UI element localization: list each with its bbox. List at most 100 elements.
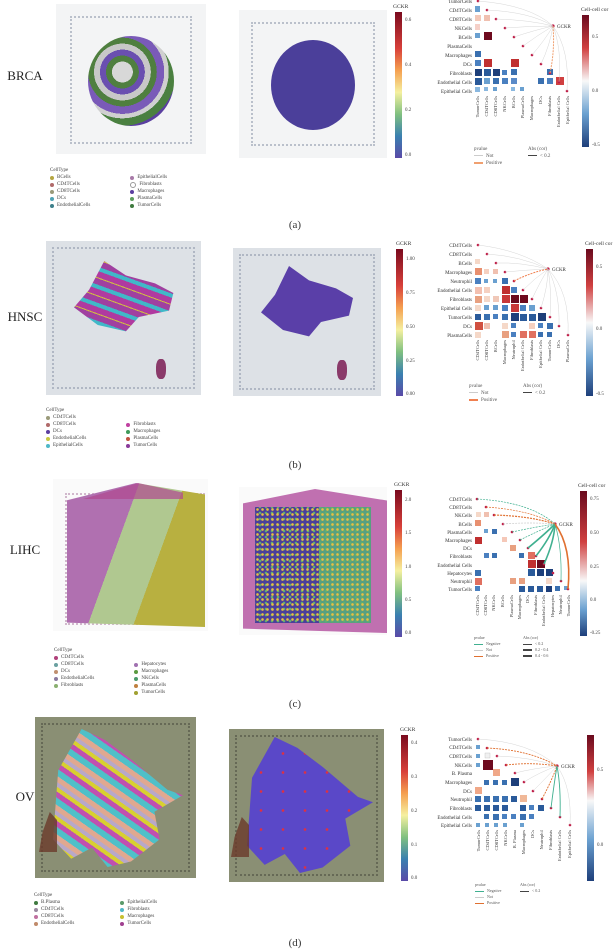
legend-item: CD4TCells — [50, 181, 90, 188]
spot-grid-frame — [70, 16, 192, 144]
legend-item: EndothelialCells — [34, 920, 74, 927]
legend-item: 0.2 - 0.4 — [523, 647, 548, 653]
legend-dot-icon — [54, 683, 58, 688]
pvalue-legend: pvalue Negative Not Positive — [474, 635, 501, 659]
svg-text:Fibroblasts: Fibroblasts — [529, 340, 534, 360]
legend-item: Negative — [474, 641, 500, 647]
svg-text:Epithelial Cells: Epithelial Cells — [441, 824, 472, 829]
legend-item: Positive — [469, 398, 497, 405]
svg-text:PlasmaCells: PlasmaCells — [565, 340, 570, 362]
spot-grid-frame — [239, 254, 375, 390]
svg-text:Hepatocytes: Hepatocytes — [550, 595, 555, 617]
legend-item: TumorCells — [126, 442, 160, 449]
svg-text:CD4TCells: CD4TCells — [475, 595, 480, 616]
colorbar-tick: 0.6 — [405, 18, 412, 23]
panel-caption: (b) — [288, 459, 302, 471]
panel-caption: (c) — [288, 698, 302, 710]
svg-text:DCs: DCs — [538, 96, 543, 104]
svg-text:B. Plasma: B. Plasma — [452, 772, 473, 777]
abs-cor-legend: Abs (cor) < 0.2 0.2 - 0.4 0.4 - 0.6 — [523, 635, 549, 658]
legend-item: Positive — [474, 653, 500, 659]
panel-d: OV CellType B.Plasma CD4TCells CD8TCells… — [0, 705, 613, 949]
legend-item: TumorCells — [134, 689, 168, 696]
legend-col-1: CD4TCells CD8TCells DCs EndothelialCells… — [46, 414, 86, 449]
tissue-capsule — [83, 483, 183, 499]
colorbar-tick: 0.50 — [406, 325, 415, 330]
legend-item: Not — [475, 894, 501, 900]
legend-dot-icon — [120, 900, 125, 905]
legend-item: Positive — [475, 900, 501, 906]
colorbar-tick: 0.5 — [405, 598, 412, 603]
colorbar-title: Cell-cell cor — [585, 241, 613, 247]
colorbar-tick: 0.75 — [590, 497, 599, 502]
colorbar-tick: 0.2 — [411, 809, 418, 814]
spot-grid-frame — [251, 22, 375, 146]
legend-dot-icon — [46, 415, 50, 420]
svg-text:Macrophages: Macrophages — [445, 271, 472, 276]
panel-caption: (d) — [288, 937, 302, 949]
svg-text:TumorCells: TumorCells — [547, 340, 552, 362]
legend-dot-icon — [126, 436, 131, 441]
legend-item: < 0.2 — [528, 154, 550, 161]
legend-item: Fibroblasts — [54, 682, 94, 689]
svg-text:CD4TCells: CD4TCells — [449, 9, 472, 14]
cancer-label: HNSC — [7, 309, 43, 324]
svg-text:TumorCells: TumorCells — [448, 738, 472, 743]
svg-text:CD8TCells: CD8TCells — [484, 340, 489, 361]
svg-text:Endothelial Cells: Endothelial Cells — [437, 816, 472, 821]
legend-dot-icon — [46, 429, 50, 434]
legend-dot-icon — [126, 422, 131, 427]
legend-dot-icon — [50, 182, 54, 187]
colorbar-tick: 0.25 — [406, 359, 415, 364]
legend-item: Fibroblasts — [130, 181, 167, 188]
svg-text:BCells: BCells — [458, 262, 472, 267]
colorbar-tick: 0.0 — [405, 631, 412, 636]
legend-col-2: Fibroblasts Macrophages PlasmaCells Tumo… — [126, 414, 160, 449]
legend-item: BCells — [50, 174, 90, 181]
svg-text:Endothelial Cells: Endothelial Cells — [437, 289, 472, 294]
colorbar-tick: 0.4 — [405, 63, 412, 68]
panel-c: LIHC CellType CD4TCells CD8TCells DCs En… — [0, 465, 613, 710]
legend-item: EndothelialCells — [50, 202, 90, 209]
panel-b: HNSC CellType CD4TCells CD8TCells DCs En… — [0, 232, 613, 471]
expression-colorbar — [401, 735, 408, 881]
pvalue-legend: pvalue Negative Not Positive — [475, 882, 502, 906]
spot-grid-frame — [235, 735, 378, 876]
svg-text:CD4TCells: CD4TCells — [485, 830, 490, 851]
svg-text:DCs: DCs — [556, 340, 561, 348]
legend-item: TumorCells — [120, 920, 157, 927]
correlation-colorbar — [587, 735, 594, 881]
svg-text:CD8TCells: CD8TCells — [483, 595, 488, 616]
legend-item: < 0.2 — [523, 641, 548, 647]
abs-cor-legend: Abs (cor) < 0.2 — [520, 882, 541, 893]
svg-text:NKCells: NKCells — [455, 764, 473, 769]
svg-text:DCs: DCs — [463, 547, 472, 552]
cancer-label: LIHC — [9, 542, 41, 557]
colorbar-tick: 0.0 — [590, 598, 597, 603]
spot-grid-frame — [41, 723, 190, 872]
colorbar-tick: -0.5 — [592, 143, 600, 148]
spot-grid-frame — [52, 247, 195, 389]
svg-text:Epithelial Cells: Epithelial Cells — [567, 830, 572, 858]
svg-text:CD4TCells: CD4TCells — [449, 498, 472, 503]
svg-text:DCs: DCs — [463, 790, 472, 795]
colorbar-tick: 0.2 — [405, 108, 412, 113]
legend-item: CD8TCells — [54, 661, 94, 668]
svg-text:Neutrophil: Neutrophil — [450, 580, 472, 585]
legend-dot-icon — [126, 429, 131, 434]
legend-dot-icon — [120, 921, 125, 926]
legend-item: EpithelialCells — [120, 899, 157, 906]
svg-text:Epithelial Cells: Epithelial Cells — [441, 307, 472, 312]
legend-item: PlasmaCells — [126, 435, 160, 442]
expression-spatial-map — [239, 10, 387, 158]
colorbar-title: GCKR — [393, 4, 409, 10]
tissue-section — [67, 483, 205, 627]
panel-caption: (a) — [288, 219, 302, 231]
svg-text:CD8TCells: CD8TCells — [449, 253, 472, 258]
colorbar-title: GCKR — [396, 241, 412, 247]
legend-item: PlasmaCells — [134, 682, 168, 689]
panel-a: BRCA CellType BCells CD4TCells CD8TCells… — [0, 0, 613, 232]
legend-item: EndothelialCells — [54, 675, 94, 682]
svg-text:B. Plasma: B. Plasma — [512, 830, 517, 848]
svg-text:Macrophages: Macrophages — [529, 96, 534, 120]
